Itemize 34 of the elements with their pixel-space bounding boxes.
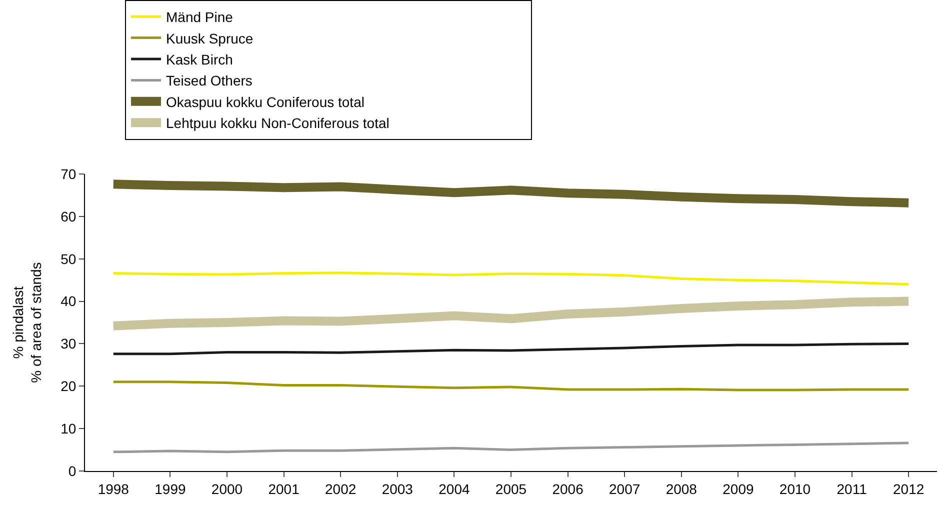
x-tick-label: 2003	[382, 480, 414, 497]
line-series	[112, 380, 910, 392]
y-tick-label: 20	[60, 378, 76, 394]
x-tick-label: 2007	[609, 480, 640, 497]
y-tick-label: 30	[60, 336, 76, 352]
x-tick-label: 1999	[154, 480, 186, 497]
legend-label: Okaspuu kokku Coniferous total	[166, 94, 364, 110]
y-tick-label: 60	[60, 208, 76, 224]
y-axis-title: % pindalast % of area of stands	[10, 262, 44, 383]
y-tick-label: 70	[60, 166, 76, 182]
x-tick-label: 2006	[552, 480, 584, 497]
x-tick-label: 2011	[836, 480, 868, 497]
x-tick-label: 2000	[211, 480, 243, 497]
y-tick-label: 40	[60, 293, 76, 310]
x-tick-label: 2004	[438, 480, 470, 497]
y-tick-label: 10	[60, 420, 76, 436]
x-tick-label: 2005	[495, 480, 527, 497]
x-tick-label: 2009	[722, 480, 754, 497]
x-tick-label: 2002	[325, 480, 356, 497]
line-series	[112, 342, 910, 356]
legend-label: Mänd Pine	[166, 9, 234, 26]
x-tick-label: 2001	[268, 480, 300, 497]
legend-label: Kask Birch	[166, 51, 233, 68]
line-series	[112, 442, 910, 454]
x-tick-label: 2012	[893, 480, 924, 497]
y-tick-label: 0	[68, 462, 76, 479]
y-tick-label: 50	[60, 250, 76, 267]
legend-label: Lehtpuu kokku Non-Coniferous total	[166, 115, 390, 132]
x-tick-label: 2008	[666, 480, 698, 497]
legend-label: Kuusk Spruce	[166, 30, 254, 46]
x-tick-label: 2010	[779, 480, 811, 497]
line-series	[112, 272, 910, 286]
x-tick-label: 1998	[98, 480, 130, 497]
legend-label: Teised Others	[166, 72, 252, 89]
